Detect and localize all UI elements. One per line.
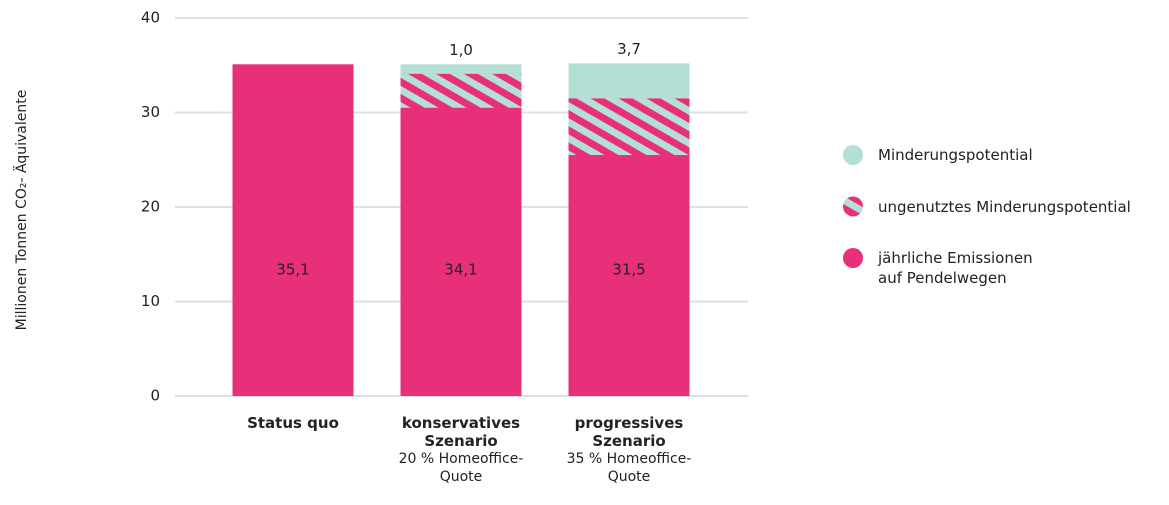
category-name: konservatives Szenario: [401, 414, 521, 450]
legend-marker: [843, 248, 863, 268]
y-tick-label: 10: [141, 292, 160, 310]
legend-label: ungenutztes Minderungspotential: [878, 197, 1131, 216]
y-tick-label: 20: [141, 198, 160, 216]
y-tick-label: 40: [141, 9, 160, 27]
legend-marker: [843, 196, 863, 217]
x-tick-label: progressives Szenario 35 % Homeoffice-Quo…: [564, 414, 694, 486]
category-note: 35 % Homeoffice-Quote: [566, 451, 692, 485]
legend-label: jährliche Emissionen auf Pendelwegen: [878, 249, 1033, 287]
category-name: Status quo: [247, 414, 339, 432]
data-label: 3,7: [617, 40, 641, 58]
bar-segment: [400, 73, 522, 396]
legend-marker: [843, 145, 863, 165]
data-label: 31,5: [612, 261, 645, 279]
data-label: 34,1: [444, 261, 477, 279]
bar-segment: [232, 64, 354, 397]
bar-segment: [400, 64, 522, 74]
legend-label: Minderungspotential: [878, 146, 1033, 164]
bar-segment-hatched: [568, 98, 690, 156]
y-tick-label: 0: [150, 387, 160, 405]
data-label: 35,1: [276, 261, 309, 279]
bar-segment: [568, 63, 690, 99]
category-name: progressives Szenario: [574, 414, 684, 450]
category-note: 20 % Homeoffice-Quote: [398, 451, 524, 485]
y-axis-label: Millionen Tonnen CO₂- Äquivalente: [12, 90, 30, 331]
bar-segment-hatched: [400, 73, 522, 108]
x-tick-label: konservatives Szenario 20 % Homeoffice-Qu…: [396, 414, 526, 486]
y-tick-label: 30: [141, 103, 160, 121]
data-label: 1,0: [449, 41, 473, 59]
x-tick-label: Status quo: [228, 414, 358, 432]
